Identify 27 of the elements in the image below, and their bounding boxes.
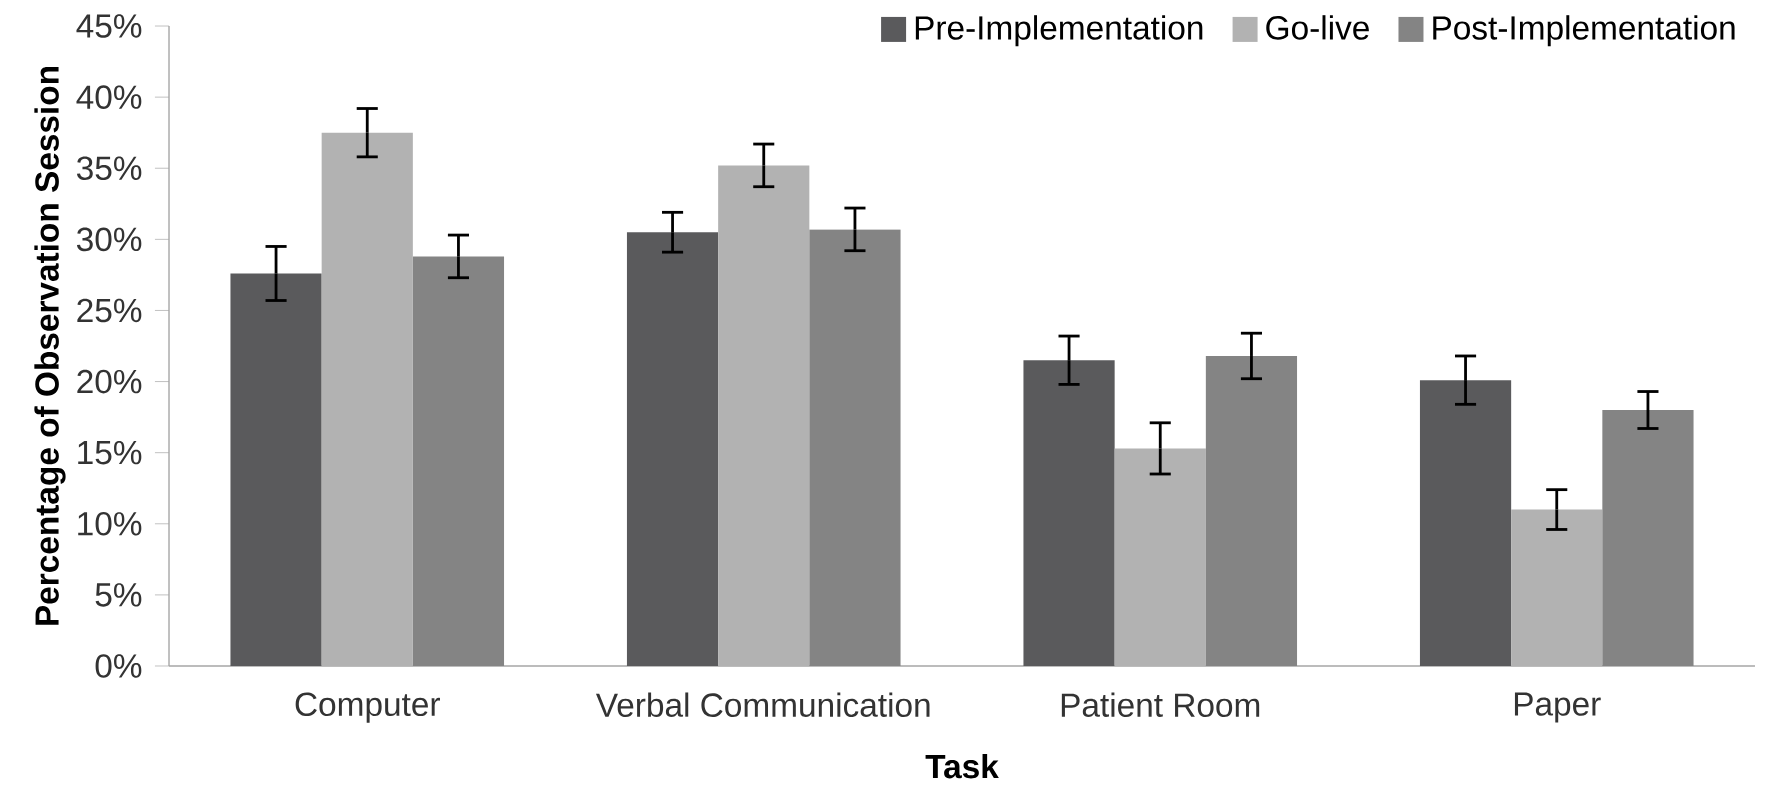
x-tick-label: Verbal Communication <box>595 692 930 717</box>
y-tick-label: 30% <box>76 227 142 252</box>
legend-label: Pre-Implementation <box>915 15 1203 47</box>
y-tick-label: 10% <box>78 511 142 536</box>
x-tick-label: Patient Room <box>1061 692 1260 717</box>
y-tick-label: 35% <box>76 156 142 181</box>
y-tick-label: 40% <box>76 85 142 109</box>
bar <box>809 229 901 666</box>
bar <box>1602 410 1694 666</box>
legend-label: Go-live <box>1266 15 1369 40</box>
y-tick-label: 15% <box>78 440 142 465</box>
y-tick-label: 25% <box>77 298 142 323</box>
x-tick-label: Paper <box>1514 692 1601 723</box>
y-tick-label: 0% <box>95 654 142 678</box>
x-axis-title: Task <box>925 753 999 779</box>
legend-label: Post-Implementation <box>1433 15 1735 47</box>
bar <box>626 232 719 666</box>
bar <box>412 256 505 666</box>
y-axis-title: Percentage of Observation Session <box>34 66 66 625</box>
y-tick-label: 45% <box>76 14 142 38</box>
bar <box>230 273 322 666</box>
bar <box>1419 380 1512 666</box>
bar <box>1205 355 1298 666</box>
x-tick-label: Computer <box>295 692 440 723</box>
y-tick-label: 20% <box>77 369 142 394</box>
y-tick-label: 5% <box>95 583 142 607</box>
bar <box>1023 360 1115 666</box>
